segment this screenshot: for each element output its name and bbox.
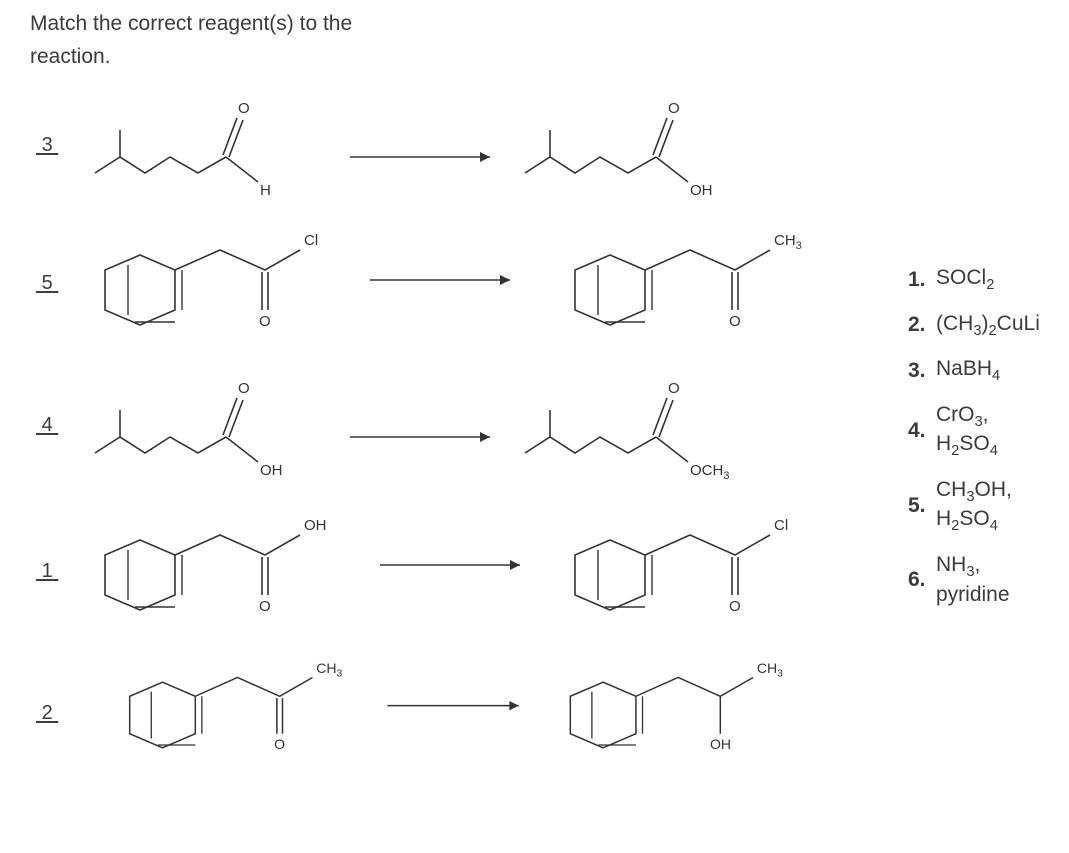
reagent-option-4[interactable]: 4. CrO3,H2SO4	[908, 402, 1063, 461]
answer-blank-1[interactable]: 3	[36, 134, 58, 157]
product1-x-label: OH	[690, 182, 713, 199]
reaction-arrow-4	[380, 560, 520, 570]
reactant-2: O Cl	[105, 232, 318, 330]
reactant1-x-label: H	[260, 182, 271, 199]
product-5: OH CH3	[570, 660, 783, 752]
carbonyl-o-label: O	[668, 100, 680, 117]
reagent-num: 1.	[908, 267, 930, 293]
reaction-row-4: O OH O Cl	[90, 495, 910, 645]
carbonyl-o-label: O	[238, 380, 250, 397]
reagent-option-5[interactable]: 5. CH3OH,H2SO4	[908, 477, 1063, 536]
carbonyl-o-label: O	[274, 736, 285, 752]
reagent-num: 4.	[908, 418, 930, 444]
answer-blank-2[interactable]: 5	[36, 272, 58, 295]
product3-x-label: OCH3	[690, 462, 729, 482]
answer-blank-3[interactable]: 4	[36, 414, 58, 437]
reaction-row-5: O CH3 OH CH3	[90, 640, 910, 790]
carbonyl-o-label: O	[668, 380, 680, 397]
reagent-num: 5.	[908, 493, 930, 519]
reactant-5: O CH3	[130, 660, 343, 752]
question-prompt: Match the correct reagent(s) to the reac…	[30, 8, 390, 73]
product-3: O OCH3	[525, 380, 729, 482]
reaction-row-1: O H O OH	[90, 80, 910, 230]
reactant3-x-label: OH	[260, 462, 283, 479]
carbonyl-o-label: O	[238, 100, 250, 117]
reagent-option-1[interactable]: 1. SOCl2	[908, 265, 1063, 295]
reagent-label: NH3,pyridine	[936, 552, 1010, 608]
reaction-row-3: O OH O OCH3	[90, 360, 910, 510]
carbonyl-o-label: O	[259, 313, 271, 330]
reagent-list: 1. SOCl2 2. (CH3)2CuLi 3. NaBH4 4. CrO3,…	[908, 265, 1063, 624]
reagent-num: 3.	[908, 358, 930, 384]
reaction-arrow-5	[388, 701, 519, 710]
reaction-arrow-2	[370, 275, 510, 285]
product5-oh-label: OH	[710, 736, 731, 752]
carbonyl-o-label: O	[729, 598, 741, 615]
reagent-label: SOCl2	[936, 265, 994, 295]
reactant2-x-label: Cl	[304, 232, 318, 249]
reaction-row-2: O Cl O CH3	[90, 210, 910, 360]
reagent-label: (CH3)2CuLi	[936, 311, 1040, 341]
product-2: O CH3	[575, 232, 802, 330]
reaction-arrow-1	[350, 152, 490, 162]
reagent-option-6[interactable]: 6. NH3,pyridine	[908, 552, 1063, 608]
reactant-4: O OH	[105, 517, 327, 615]
answer-blank-4[interactable]: 1	[36, 560, 58, 583]
reactant-3: O OH	[95, 380, 283, 479]
carbonyl-o-label: O	[259, 598, 271, 615]
answer-blank-5[interactable]: 2	[36, 702, 58, 725]
reactant-1: O H	[95, 100, 271, 199]
reactant5-x-label: CH3	[316, 660, 342, 680]
product2-x-label: CH3	[774, 232, 802, 252]
reagent-label: NaBH4	[936, 356, 1000, 386]
product-4: O Cl	[575, 517, 788, 615]
reagent-option-2[interactable]: 2. (CH3)2CuLi	[908, 311, 1063, 341]
reactant4-x-label: OH	[304, 517, 327, 534]
product5-x-label: CH3	[757, 660, 783, 680]
product4-x-label: Cl	[774, 517, 788, 534]
reagent-num: 6.	[908, 567, 930, 593]
reaction-arrow-3	[350, 432, 490, 442]
reagent-label: CH3OH,H2SO4	[936, 477, 1012, 536]
reagent-option-3[interactable]: 3. NaBH4	[908, 356, 1063, 386]
reagent-num: 2.	[908, 312, 930, 338]
product-1: O OH	[525, 100, 713, 199]
page: Match the correct reagent(s) to the reac…	[0, 0, 1069, 853]
reagent-label: CrO3,H2SO4	[936, 402, 998, 461]
carbonyl-o-label: O	[729, 313, 741, 330]
